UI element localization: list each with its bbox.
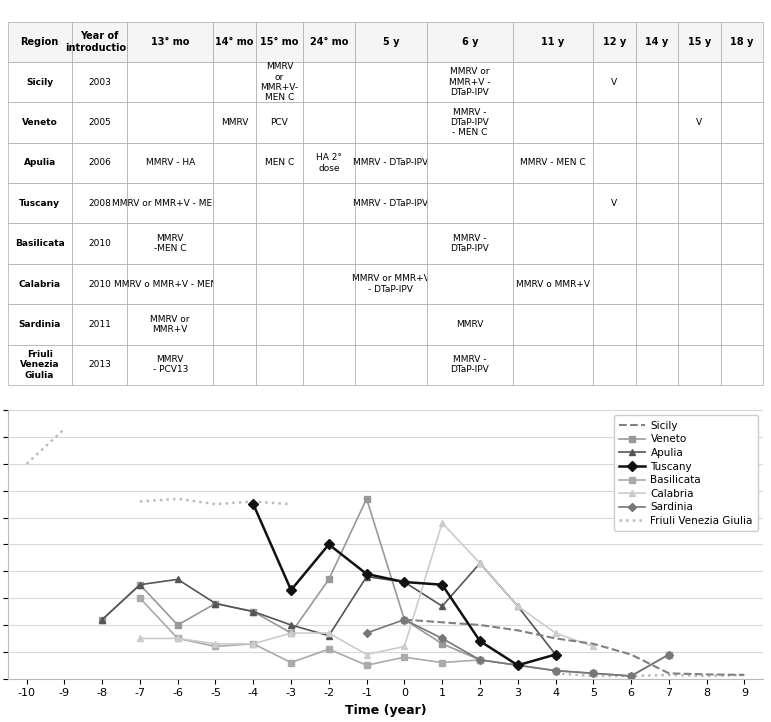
Legend: Sicily, Veneto, Apulia, Tuscany, Basilicata, Calabria, Sardinia, Friuli Venezia : Sicily, Veneto, Apulia, Tuscany, Basilic… bbox=[614, 415, 758, 531]
X-axis label: Time (year): Time (year) bbox=[345, 704, 426, 717]
